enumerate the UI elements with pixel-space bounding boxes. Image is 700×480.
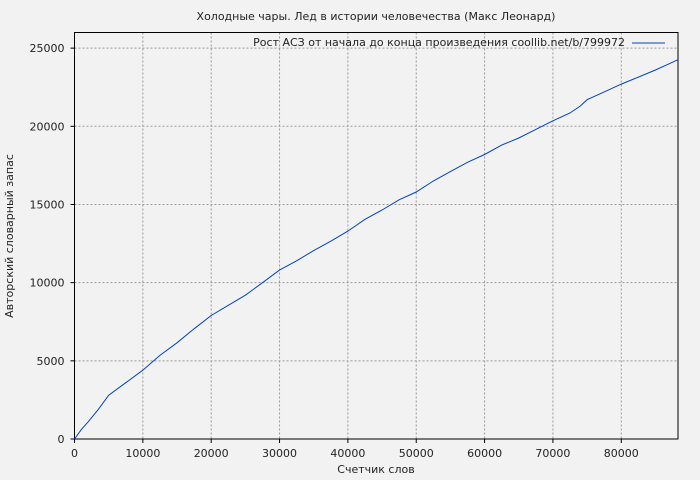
chart-title: Холодные чары. Лед в истории человечеств… — [197, 10, 556, 23]
x-tick-label: 40000 — [330, 447, 365, 460]
y-tick-label: 10000 — [30, 277, 65, 290]
grid — [74, 32, 678, 439]
x-tick-label: 50000 — [399, 447, 434, 460]
y-axis-label: Авторский словарный запас — [3, 154, 16, 318]
y-tick-label: 15000 — [30, 198, 65, 211]
y-tick-label: 0 — [58, 433, 65, 446]
plot-frame — [74, 32, 679, 440]
x-tick-label: 70000 — [535, 447, 570, 460]
x-tick-label: 30000 — [262, 447, 297, 460]
y-tick-label: 5000 — [37, 355, 65, 368]
y-tick-label: 20000 — [30, 120, 65, 133]
x-tick-label: 80000 — [604, 447, 639, 460]
ticks: 0 10000 20000 30000 40000 50000 60000 70000 8000… — [30, 42, 639, 460]
x-tick-label: 20000 — [194, 447, 229, 460]
x-tick-label: 10000 — [125, 447, 160, 460]
x-axis-label: Счетчик слов — [337, 463, 414, 476]
y-tick-label: 25000 — [30, 42, 65, 55]
legend-label: Рост АСЗ от начала до конца произведения… — [253, 36, 625, 49]
x-tick-label: 0 — [71, 447, 78, 460]
x-tick-label: 60000 — [467, 447, 502, 460]
series-line — [74, 59, 679, 440]
